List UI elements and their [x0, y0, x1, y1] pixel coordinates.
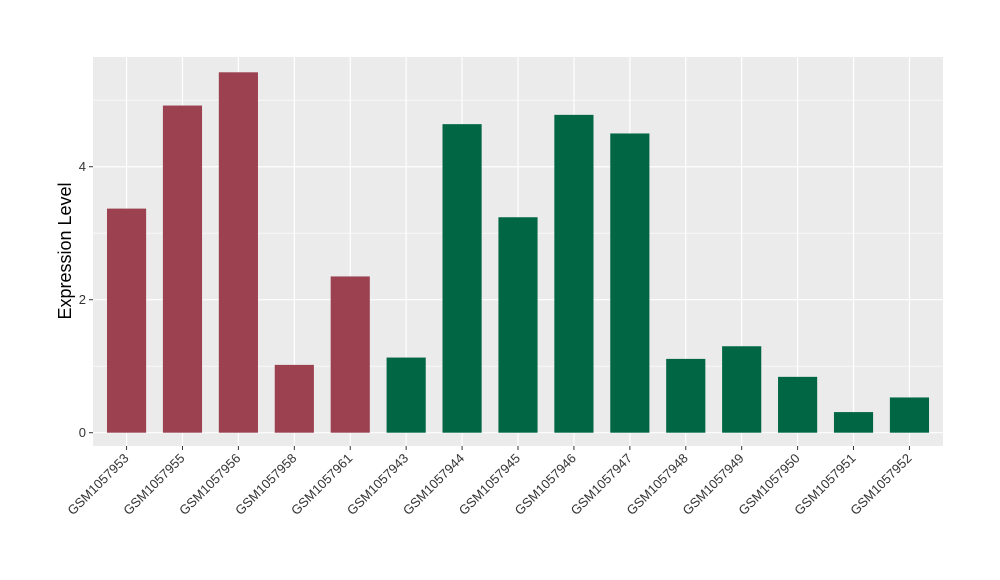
bar-GSM1057953 — [106, 208, 147, 433]
y-axis-title: Expression Level — [55, 182, 75, 319]
bar-GSM1057943 — [386, 357, 426, 433]
bar-GSM1057951 — [833, 412, 874, 433]
bar-GSM1057944 — [442, 124, 482, 433]
bar-GSM1057949 — [722, 346, 762, 433]
bar-GSM1057945 — [498, 217, 538, 433]
y-axis: 0 2 4 — [79, 159, 93, 440]
bar-GSM1057948 — [666, 358, 706, 433]
bars — [106, 72, 930, 433]
bar-GSM1057958 — [274, 364, 314, 433]
bar-GSM1057946 — [554, 114, 594, 433]
bar-GSM1057955 — [162, 105, 203, 433]
bar-GSM1057950 — [778, 376, 818, 433]
bar-GSM1057961 — [330, 276, 370, 433]
x-axis: GSM1057953GSM1057955GSM1057956GSM1057958… — [64, 446, 915, 518]
y-tick-label: 0 — [79, 425, 86, 440]
y-tick-label: 2 — [79, 292, 86, 307]
bar-GSM1057952 — [889, 397, 930, 433]
bar-GSM1057947 — [610, 133, 650, 433]
bar-GSM1057956 — [218, 72, 258, 433]
y-tick-label: 4 — [79, 159, 86, 174]
